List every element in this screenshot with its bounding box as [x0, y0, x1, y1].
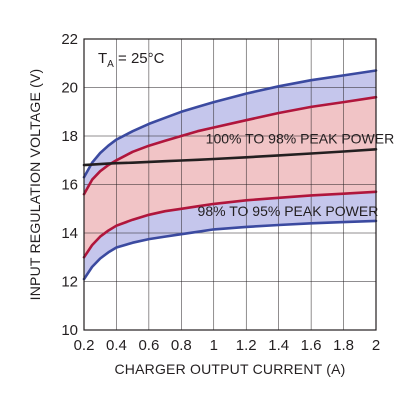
condition-subscript: A	[107, 59, 114, 70]
y-tick-label: 14	[61, 225, 78, 242]
grid-layer	[84, 39, 376, 330]
y-tick-label: 22	[61, 31, 78, 48]
condition-suffix: = 25°C	[114, 50, 165, 67]
band-fill-0	[84, 70, 376, 195]
y-tick-label: 16	[61, 177, 78, 194]
y-tick-label: 20	[61, 80, 78, 97]
x-tick-label: 1.2	[236, 337, 257, 354]
series-line-0	[82, 69, 378, 179]
temperature-condition-label: TA = 25°C	[98, 50, 165, 70]
y-tick-label: 18	[61, 128, 78, 145]
series-layer	[82, 69, 378, 281]
series-line-4	[82, 219, 378, 281]
y-axis-label: INPUT REGULATION VOLTAGE (V)	[27, 69, 43, 301]
x-tick-label: 1.6	[301, 337, 322, 354]
condition-prefix: T	[98, 50, 107, 67]
y-tick-label: 10	[61, 322, 78, 339]
x-tick-label: 1.8	[333, 337, 354, 354]
band-fill-1	[84, 97, 376, 258]
bands-layer	[84, 70, 376, 280]
series-line-1	[82, 95, 378, 196]
ticks-layer: 0.2 0.4 0.6 0.8 1 1.2 1.4 1.6 1.8 2 10 12 14 16 18 20 22	[61, 31, 380, 354]
x-tick-label: 0.8	[171, 337, 192, 354]
y-tick-label: 12	[61, 274, 78, 291]
series-line-3	[82, 190, 378, 259]
annotation-lower-band: 98% TO 95% PEAK POWER	[198, 203, 379, 219]
x-tick-label: 1	[210, 337, 218, 354]
x-tick-label: 0.6	[138, 337, 159, 354]
x-axis-label: CHARGER OUTPUT CURRENT (A)	[114, 361, 345, 377]
x-tick-label: 0.4	[106, 337, 127, 354]
plot-frame	[83, 38, 377, 331]
annotation-upper-band: 100% TO 98% PEAK POWER	[206, 130, 395, 146]
x-tick-label: 2	[372, 337, 380, 354]
x-tick-label: 1.4	[268, 337, 289, 354]
series-line-2	[82, 148, 378, 167]
x-tick-label: 0.2	[74, 337, 95, 354]
